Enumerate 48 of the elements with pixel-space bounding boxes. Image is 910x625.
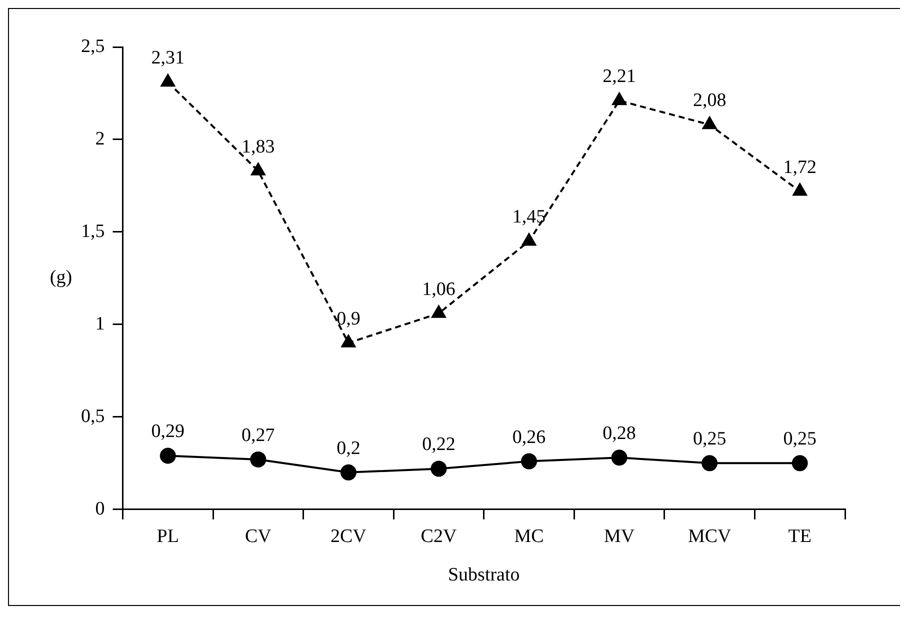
y-tick-label: 2,5 bbox=[81, 36, 105, 57]
data-label: 1,83 bbox=[242, 136, 275, 158]
y-tick-label: 0,5 bbox=[81, 406, 105, 427]
data-label: 0,9 bbox=[336, 308, 360, 330]
x-tick-label: MV bbox=[604, 526, 635, 547]
point bbox=[612, 92, 626, 106]
x-tick-label: 2CV bbox=[330, 526, 367, 547]
point bbox=[611, 450, 628, 466]
point bbox=[160, 448, 176, 464]
data-label: 0,25 bbox=[783, 428, 816, 450]
x-axis-title: Substrato bbox=[448, 564, 520, 586]
y-tick-label: 0 bbox=[95, 498, 105, 520]
x-tick-label: MCV bbox=[688, 526, 732, 547]
data-label: 0,28 bbox=[602, 423, 636, 444]
point bbox=[430, 460, 447, 477]
point bbox=[341, 334, 356, 348]
data-label: 0,27 bbox=[242, 424, 275, 446]
point bbox=[432, 305, 446, 318]
point bbox=[522, 233, 536, 246]
x-tick-label: TE bbox=[788, 526, 812, 547]
x-tick-label: CV bbox=[244, 526, 272, 547]
data-label: 0,22 bbox=[422, 434, 456, 456]
x-tick-label: C2V bbox=[420, 526, 457, 547]
point bbox=[792, 183, 807, 196]
data-label: 2,21 bbox=[602, 66, 636, 88]
point bbox=[792, 455, 808, 472]
point bbox=[521, 453, 538, 470]
data-label: 0,2 bbox=[336, 438, 360, 459]
data-label: 0,25 bbox=[692, 428, 726, 450]
data-label: 0,26 bbox=[512, 426, 546, 448]
data-label: 1,72 bbox=[783, 156, 816, 178]
x-tick-label: PL bbox=[156, 526, 179, 547]
point bbox=[340, 464, 356, 480]
point bbox=[702, 455, 718, 472]
data-label: 2,08 bbox=[692, 90, 726, 112]
y-tick-label: 2 bbox=[95, 128, 105, 150]
data-label: 0,29 bbox=[151, 421, 185, 442]
point bbox=[160, 74, 175, 87]
point bbox=[702, 116, 717, 130]
data-label: 1,06 bbox=[422, 278, 456, 300]
data-label: 2,31 bbox=[151, 48, 185, 69]
y-tick-label: 1 bbox=[95, 313, 105, 334]
y-tick-label: 1,5 bbox=[81, 220, 105, 242]
y-axis-title: (g) bbox=[50, 267, 72, 288]
x-tick-label: MC bbox=[514, 526, 544, 547]
point bbox=[250, 451, 266, 468]
data-label: 1,45 bbox=[512, 206, 546, 228]
point bbox=[251, 162, 266, 176]
